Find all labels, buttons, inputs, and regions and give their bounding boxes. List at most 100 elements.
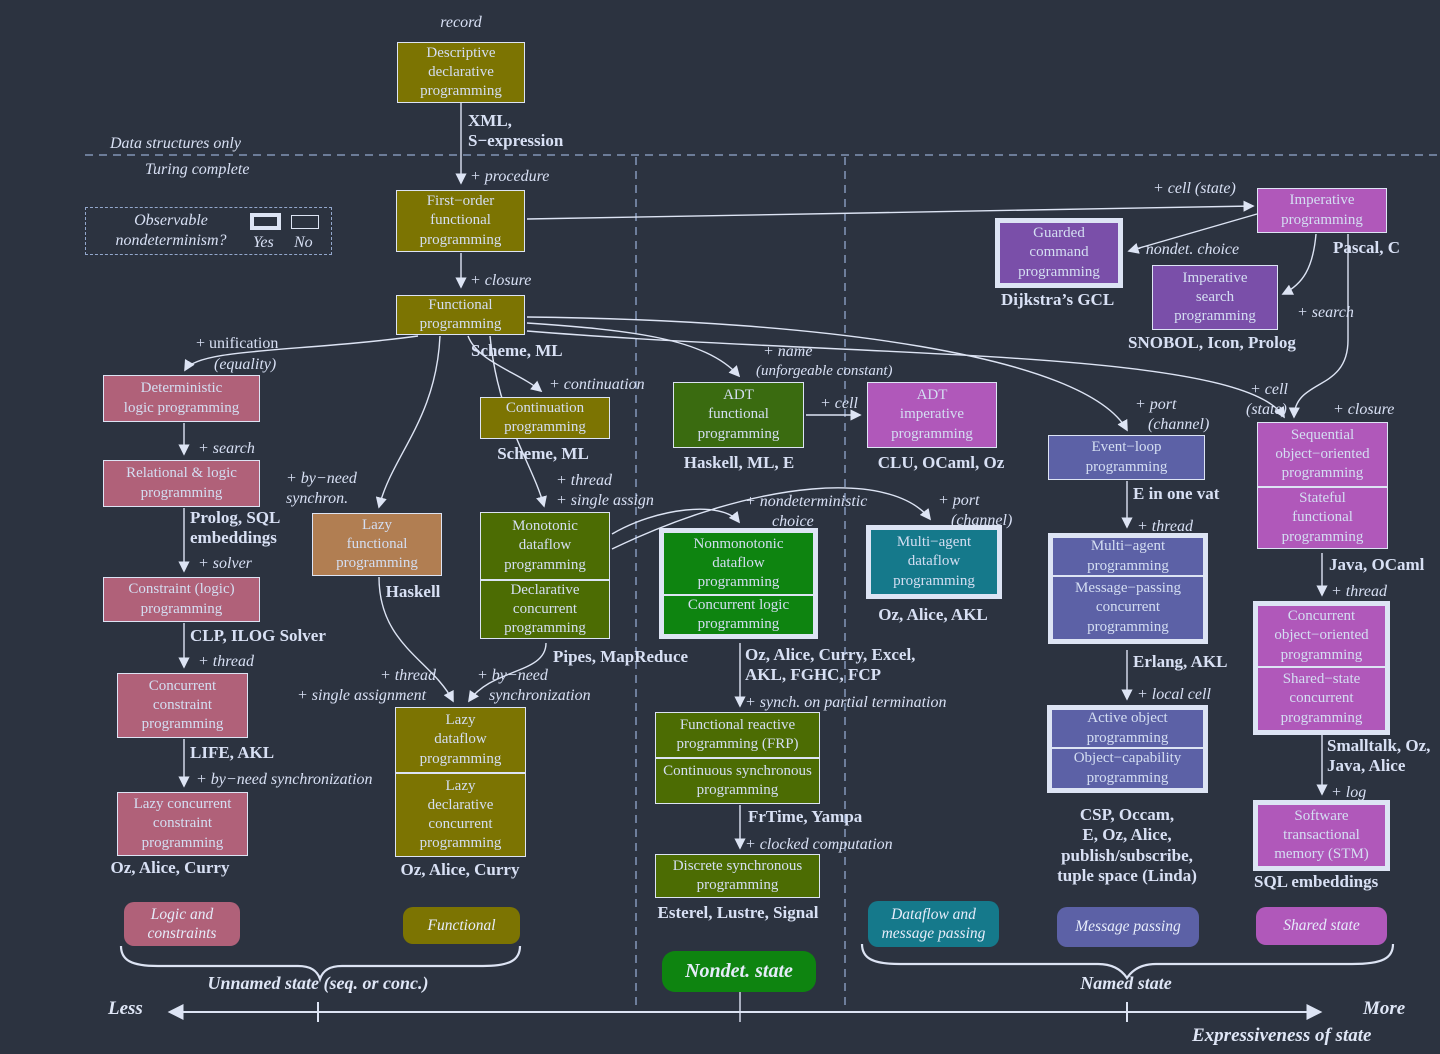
data-structures-only-label: Data structures only <box>110 135 241 152</box>
category-pill-shared-state: Shared state <box>1256 907 1387 945</box>
yes-sample-box <box>250 213 281 230</box>
group-monotonic-dataflow: Monotonic dataflow programming Declarati… <box>480 512 610 639</box>
node-adt-functional: ADT functional programming <box>673 382 804 448</box>
edge-label-cell-right: + cell <box>1250 381 1288 398</box>
node-relational-logic: Relational & logic programming <box>103 460 260 507</box>
node-adt-imperative: ADT imperative programming <box>867 382 997 448</box>
edge-label-thread-lazy: + thread <box>380 667 436 684</box>
edge-label-name: + name <box>763 343 813 360</box>
lang-label-haskell: Haskell <box>385 582 441 601</box>
edge-label-clocked: + clocked computation <box>745 836 893 853</box>
lang-label-xml: XML, S−expression <box>468 111 564 151</box>
observable-nondeterminism-label: Observable nondeterminism? <box>115 212 227 249</box>
axis-more-label: More <box>1363 998 1406 1019</box>
unnamed-state-label: Unnamed state (seq. or conc.) <box>207 973 429 993</box>
node-first-order-functional: First−order functional programming <box>396 190 525 252</box>
edge-label-closure: + closure <box>470 272 532 289</box>
edge-label-nondet-choice: + nondet. choice <box>1131 241 1240 258</box>
category-pill-logic-constraints: Logic and constraints <box>124 902 240 946</box>
lang-label-pipes-mapreduce: Pipes, MapReduce <box>553 647 689 666</box>
turing-complete-label: Turing complete <box>145 161 250 178</box>
edge-label-equality: (equality) <box>214 356 277 373</box>
edge-label-choice: choice <box>772 513 814 530</box>
node-monotonic-dataflow: Monotonic dataflow programming <box>481 513 609 579</box>
edge-label-state-right: (state) <box>1246 401 1287 418</box>
category-braces <box>119 943 1395 983</box>
node-concurrent-logic: Concurrent logic programming <box>664 596 813 634</box>
node-event-loop: Event−loop programming <box>1048 435 1205 480</box>
lang-label-csp-linda: CSP, Occam, E, Oz, Alice, publish/subscr… <box>1057 805 1197 886</box>
edge-label-synch-partial: + synch. on partial termination <box>745 694 947 711</box>
lang-label-haskell-ml-e: Haskell, ML, E <box>683 453 795 472</box>
lang-label-scheme-ml-2: Scheme, ML <box>497 444 589 463</box>
edge-label-cell: + cell <box>820 395 858 412</box>
lang-label-e-in-one-vat: E in one vat <box>1133 484 1220 503</box>
edge-label-cell-state: + cell (state) <box>1153 180 1236 197</box>
edge-label-synchronization: synchronization <box>489 687 591 704</box>
no-label: No <box>294 234 313 251</box>
node-constraint-logic: Constraint (logic) programming <box>103 577 260 622</box>
group-multi-agent: Multi−agent programming Message−passing … <box>1048 533 1208 644</box>
no-sample-box <box>291 215 319 229</box>
node-deterministic-logic: Deterministic logic programming <box>103 375 260 422</box>
lang-label-esterel: Esterel, Lustre, Signal <box>657 903 819 922</box>
edge-arrows <box>178 103 1349 1022</box>
edge-label-channel-el: (channel) <box>1148 416 1210 433</box>
yes-label: Yes <box>253 234 274 251</box>
category-pill-functional: Functional <box>403 907 520 944</box>
edge-label-closure-right: + closure <box>1333 401 1395 418</box>
node-guarded-command: Guarded command programming <box>995 218 1123 288</box>
lang-label-erlang-akl: Erlang, AKL <box>1133 652 1228 671</box>
node-imperative: Imperative programming <box>1257 188 1387 233</box>
edge-label-continuation: + continuation <box>549 376 645 393</box>
state-axis <box>167 1002 1323 1022</box>
edge-label-thread-oo: + thread <box>1331 583 1387 600</box>
edge-label-unification: + unification <box>196 335 279 352</box>
axis-title: Expressiveness of state <box>1192 1025 1372 1046</box>
record-label: record <box>440 14 482 31</box>
lang-label-oz-curry-excel: Oz, Alice, Curry, Excel, AKL, FGHC, FCP <box>745 645 916 685</box>
node-functional: Functional programming <box>396 295 525 335</box>
edge-label-channel-madf: (channel) <box>951 512 1013 529</box>
node-imperative-search: Imperative search programming <box>1152 265 1278 330</box>
lang-label-prolog-sql: Prolog, SQL embeddings <box>190 508 281 548</box>
node-active-object: Active object programming <box>1052 710 1203 747</box>
node-concurrent-constraint: Concurrent constraint programming <box>117 673 248 738</box>
node-lazy-declarative-concurrent: Lazy declarative concurrent programming <box>396 774 525 856</box>
node-shared-state-concurrent: Shared−state concurrent programming <box>1258 668 1385 730</box>
lang-label-smalltalk: Smalltalk, Oz, Java, Alice <box>1327 736 1431 776</box>
node-discrete-synchronous: Discrete synchronous programming <box>655 854 820 898</box>
edge-label-single-assign: + single assign <box>556 492 654 509</box>
edge-label-port-madf: + port <box>938 492 980 509</box>
edge-label-by-need-synchronization: + by−need synchronization <box>196 771 373 788</box>
node-continuous-synchronous: Continuous synchronous programming <box>656 759 819 803</box>
edge-label-search: + search <box>198 440 255 457</box>
edge-label-by-need: + by−need <box>477 667 548 684</box>
group-concurrent-oo: Concurrent object−oriented programming S… <box>1253 601 1390 735</box>
node-stateful-functional: Stateful functional programming <box>1258 488 1387 548</box>
node-continuation: Continuation programming <box>480 397 610 439</box>
node-stm: Software transactional memory (STM) <box>1253 800 1390 871</box>
lang-label-java-ocaml: Java, OCaml <box>1329 555 1425 574</box>
group-sequential-oo: Sequential object−oriented programming S… <box>1257 422 1388 549</box>
group-active-object: Active object programming Object−capabil… <box>1047 705 1208 793</box>
category-pill-nondet-state: Nondet. state <box>662 951 816 992</box>
edge-label-port-el: + port <box>1135 396 1177 413</box>
node-multi-agent: Multi−agent programming <box>1053 538 1203 575</box>
node-lazy-concurrent-constraint: Lazy concurrent constraint programming <box>117 792 248 856</box>
category-pill-message-passing: Message passing <box>1057 907 1199 947</box>
lang-label-oz-alice-curry-left: Oz, Alice, Curry <box>110 858 230 877</box>
lang-label-pascal-c: Pascal, C <box>1333 238 1401 257</box>
category-pill-dataflow-mp: Dataflow and message passing <box>868 901 999 947</box>
node-multi-agent-dataflow: Multi−agent dataflow programming <box>866 525 1002 599</box>
dashed-separators <box>85 154 1437 1008</box>
lang-label-oz-alice-curry-mid: Oz, Alice, Curry <box>400 860 520 879</box>
node-lazy-functional: Lazy functional programming <box>312 513 442 576</box>
lang-label-clp-ilog: CLP, ILOG Solver <box>190 626 326 645</box>
node-sequential-oo: Sequential object−oriented programming <box>1258 423 1387 486</box>
node-object-capability: Object−capability programming <box>1052 749 1203 788</box>
node-concurrent-oo: Concurrent object−oriented programming <box>1258 606 1385 666</box>
lang-label-life-akl: LIFE, AKL <box>190 743 275 762</box>
